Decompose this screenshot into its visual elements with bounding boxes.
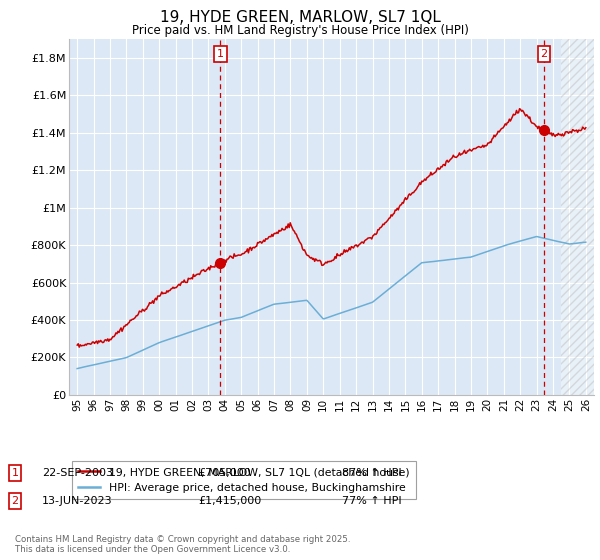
Text: 1: 1 (11, 468, 19, 478)
Text: 1: 1 (217, 49, 224, 59)
Text: 19, HYDE GREEN, MARLOW, SL7 1QL: 19, HYDE GREEN, MARLOW, SL7 1QL (160, 10, 440, 25)
Legend: 19, HYDE GREEN, MARLOW, SL7 1QL (detached house), HPI: Average price, detached h: 19, HYDE GREEN, MARLOW, SL7 1QL (detache… (72, 461, 416, 499)
Text: 87% ↑ HPI: 87% ↑ HPI (342, 468, 401, 478)
Text: 2: 2 (11, 496, 19, 506)
Text: Contains HM Land Registry data © Crown copyright and database right 2025.
This d: Contains HM Land Registry data © Crown c… (15, 535, 350, 554)
Text: Price paid vs. HM Land Registry's House Price Index (HPI): Price paid vs. HM Land Registry's House … (131, 24, 469, 36)
Text: 2: 2 (541, 49, 548, 59)
Text: £1,415,000: £1,415,000 (198, 496, 261, 506)
Text: 77% ↑ HPI: 77% ↑ HPI (342, 496, 401, 506)
Bar (561, 39, 594, 395)
Text: £705,000: £705,000 (198, 468, 251, 478)
Text: 22-SEP-2003: 22-SEP-2003 (42, 468, 113, 478)
Text: 13-JUN-2023: 13-JUN-2023 (42, 496, 113, 506)
